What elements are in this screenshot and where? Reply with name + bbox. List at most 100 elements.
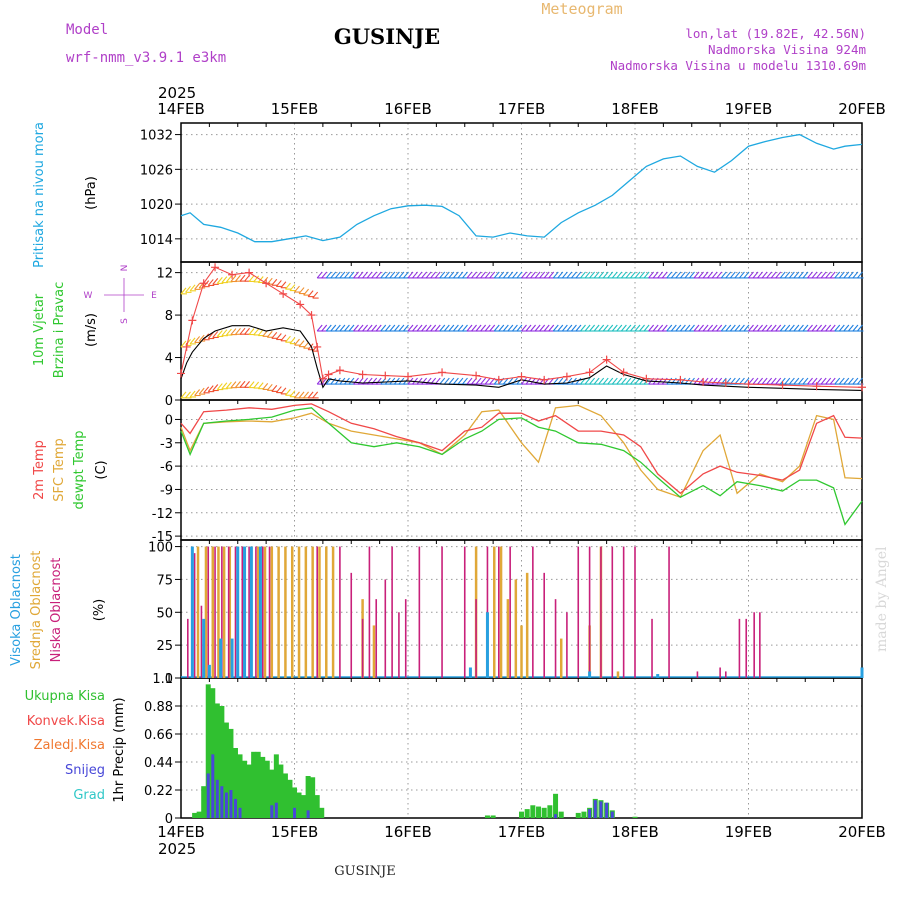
top-day-label: 14FEB [157, 100, 204, 118]
wind-barb [857, 271, 863, 279]
gust-marker [199, 279, 208, 288]
wind-barb [366, 271, 373, 279]
wind-barb [630, 377, 636, 385]
mid-cloud-bar [297, 546, 301, 678]
wind-barb [294, 285, 300, 293]
wind-barb [584, 271, 591, 279]
wind-barb [738, 324, 745, 332]
wind-barb [271, 385, 278, 392]
total-precip-bar [519, 811, 524, 818]
wind-barb [716, 271, 723, 279]
low-cloud-bar [350, 572, 353, 678]
wind-barb [652, 271, 659, 279]
snow-bar [211, 754, 215, 818]
low-cloud-bar [554, 599, 557, 678]
low-cloud-bar [214, 546, 216, 678]
wind-barb [348, 271, 355, 279]
high-cloud-bar [207, 664, 211, 678]
snow-bar [215, 779, 219, 818]
gust-marker [211, 263, 220, 272]
snow-bar [599, 801, 603, 818]
wind-barb [707, 324, 714, 332]
wind-barb [843, 377, 850, 385]
snow-bar [554, 814, 558, 818]
mid-cloud-bar [217, 546, 220, 678]
mid-cloud-bar [304, 546, 308, 678]
wind-barb [525, 271, 532, 279]
wind-barb [698, 271, 704, 279]
wind-barb [484, 324, 491, 332]
wind-barb [430, 324, 437, 332]
snow-bar [229, 790, 233, 818]
wind-barb [820, 324, 827, 332]
wind-barb [225, 381, 232, 389]
wind-barb [471, 324, 477, 332]
wind-barb [443, 271, 450, 279]
low-cloud-bar [193, 553, 196, 678]
y-tick-label: 0 [165, 812, 173, 827]
total-precip-bar [242, 760, 248, 818]
compass-north: N [120, 265, 130, 272]
wind-barb [398, 271, 405, 279]
model-label: Model [66, 22, 108, 38]
wind-barb [452, 324, 459, 332]
model-name: wrf-nmm_v3.9.1 e3km [66, 50, 226, 66]
wind-barb [235, 274, 241, 282]
high-cloud-bar [236, 546, 240, 678]
wind-barb [366, 324, 373, 332]
wind-barb [770, 271, 777, 279]
wind-barb [829, 324, 836, 332]
wind-barb [738, 271, 745, 279]
wind-barb [253, 328, 260, 336]
wind-barb [539, 271, 546, 279]
low-cloud-bar [622, 546, 625, 678]
wind-barb [521, 324, 527, 332]
wind-barb [766, 271, 773, 279]
total-precip-bar [278, 764, 284, 818]
wind-barb [462, 324, 468, 332]
wind-barb [239, 380, 246, 388]
wind-barb [602, 271, 609, 279]
wind-barb [207, 332, 214, 339]
altitude-text: Nadmorska Visina 924m [708, 42, 866, 57]
wind-barb [225, 328, 232, 336]
wind-barb [702, 271, 709, 279]
gust-marker [585, 368, 594, 377]
high-cloud-bar [258, 546, 262, 678]
gust-marker [517, 372, 526, 381]
wind-barb [820, 271, 827, 279]
wind-speed-line [180, 325, 863, 391]
total-precip-bar [282, 773, 288, 818]
wind-barb [811, 377, 818, 385]
total-precip-bar [484, 815, 490, 818]
mid-cloud-bar [325, 546, 328, 678]
wind-barb [439, 324, 446, 332]
wind-barb [271, 278, 278, 286]
wind-compass: N S W E [84, 265, 158, 324]
wind-barb [294, 391, 300, 399]
wind-barb [253, 275, 260, 283]
wind-barb [357, 271, 364, 279]
wind-barb [230, 275, 237, 282]
wind-barb [448, 324, 455, 332]
wind-barb [457, 377, 464, 385]
mid-cloud-bar [372, 625, 376, 678]
wind-barb [462, 377, 468, 385]
total-precip-bar [255, 751, 261, 818]
wind-barb [443, 324, 450, 332]
wind-barb [539, 324, 546, 332]
wind-barb [471, 271, 477, 279]
total-precip-bar [260, 756, 266, 818]
low-cloud-bar [566, 612, 568, 678]
mid-cloud-bar [499, 546, 503, 678]
top-day-label: 16FEB [384, 100, 431, 118]
wind-barb [829, 271, 836, 279]
wind-barb [198, 387, 205, 395]
wind-barb [748, 324, 754, 332]
compass-east: E [151, 291, 157, 301]
wind-barb [675, 271, 682, 279]
low-cloud-bar [577, 546, 580, 678]
high-cloud-bar [485, 612, 489, 678]
wind-barb [421, 377, 428, 385]
wind-barb [702, 324, 709, 332]
